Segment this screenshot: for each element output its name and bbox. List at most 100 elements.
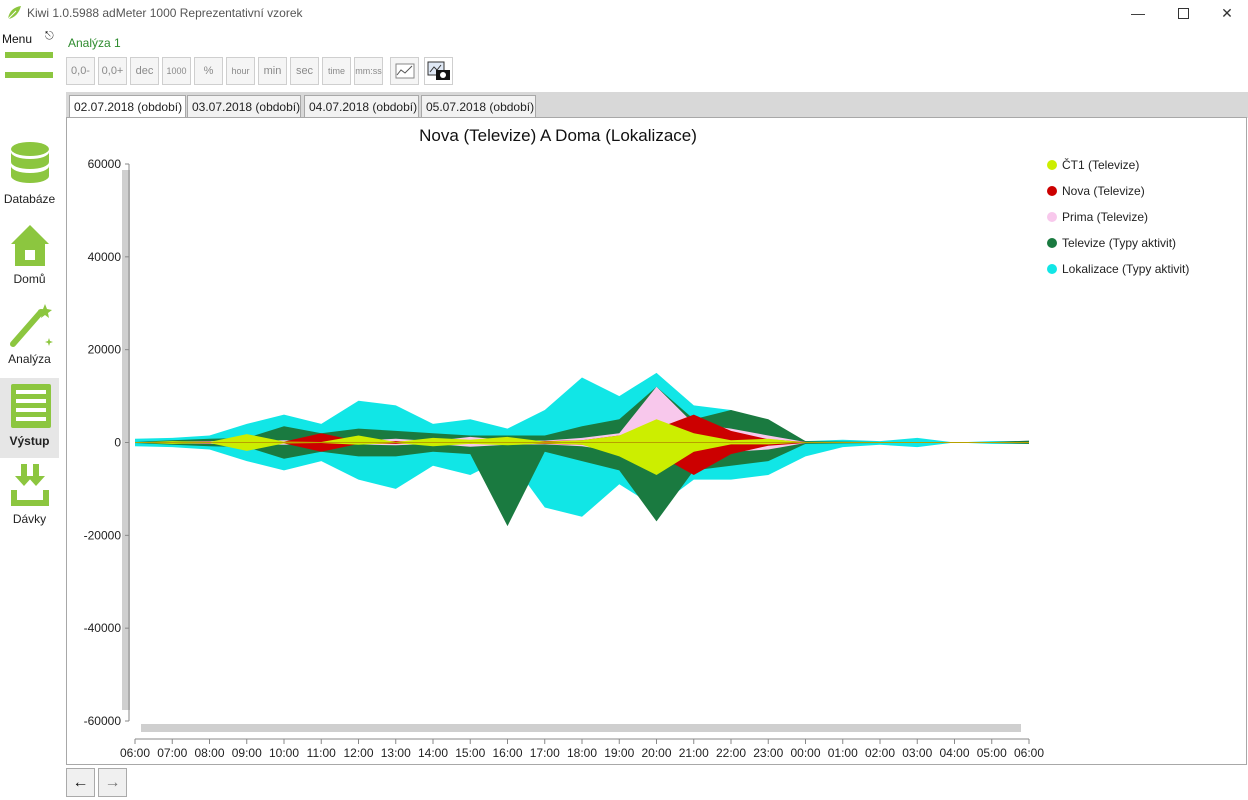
batch-download-icon: [10, 464, 49, 506]
window-title: Kiwi 1.0.5988 adMeter 1000 Reprezentativ…: [27, 6, 303, 20]
y-tick-label: 60000: [88, 157, 122, 171]
legend-label: Prima (Televize): [1062, 210, 1148, 224]
x-tick-label: 04:00: [939, 746, 969, 760]
arrow-right-icon: →: [104, 773, 121, 791]
format-decrease-decimals-button[interactable]: 0,0-: [66, 57, 95, 85]
x-tick-label: 09:00: [232, 746, 262, 760]
minimize-button[interactable]: —: [1115, 0, 1161, 26]
format-min-button[interactable]: min: [258, 57, 287, 85]
format-sec-button[interactable]: sec: [290, 57, 319, 85]
chart-settings-icon: [395, 63, 414, 79]
legend-marker: [1047, 238, 1057, 248]
x-tick-label: 12:00: [343, 746, 373, 760]
sidebar-item-databaze[interactable]: Databáze: [0, 140, 59, 220]
legend-label: Televize (Typy aktivit): [1062, 236, 1176, 250]
x-tick-label: 03:00: [902, 746, 932, 760]
sidebar-item-domu[interactable]: Domů: [0, 220, 59, 300]
y-tick-label: -20000: [84, 528, 122, 542]
tab-period-2[interactable]: 03.07.2018 (období): [187, 95, 301, 118]
x-tick-label: 18:00: [567, 746, 597, 760]
screenshot-button[interactable]: [424, 57, 453, 85]
tab-period-3[interactable]: 04.07.2018 (období): [304, 95, 419, 118]
forward-button[interactable]: →: [98, 768, 127, 797]
x-tick-label: 15:00: [455, 746, 485, 760]
x-tick-label: 06:00: [120, 746, 150, 760]
x-tick-label: 06:00: [1014, 746, 1044, 760]
maximize-button[interactable]: [1160, 0, 1206, 26]
y-tick-label: -40000: [84, 621, 122, 635]
chart-settings-button[interactable]: [390, 57, 419, 85]
close-icon: ✕: [1221, 4, 1233, 21]
legend-label: Lokalizace (Typy aktivit): [1062, 262, 1189, 276]
menu-label: Menu: [2, 32, 33, 46]
x-tick-label: 11:00: [307, 746, 336, 760]
sidebar-item-label: Databáze: [3, 192, 56, 206]
sidebar-item-label: Domů: [13, 272, 46, 286]
sidebar: Menu ⎋ Databáze Domů Analýza: [0, 26, 66, 800]
area-chart: Nova (Televize) A Doma (Lokalizace) 60000…: [84, 126, 1190, 760]
minimize-icon: —: [1131, 5, 1145, 21]
title-bar: Kiwi 1.0.5988 adMeter 1000 Reprezentativ…: [0, 0, 1248, 26]
camera-icon: [427, 61, 450, 80]
legend-marker: [1047, 186, 1057, 196]
x-tick-label: 14:00: [418, 746, 448, 760]
x-tick-label: 22:00: [716, 746, 746, 760]
format-decimal-button[interactable]: dec: [130, 57, 159, 85]
x-tick-label: 00:00: [790, 746, 820, 760]
x-tick-label: 07:00: [157, 746, 187, 760]
x-tick-label: 20:00: [641, 746, 671, 760]
y-tick-label: 0: [114, 436, 121, 450]
format-thousands-button[interactable]: 1000: [162, 57, 191, 85]
sidebar-item-label: Výstup: [9, 434, 50, 448]
horizontal-scrollbar[interactable]: [141, 724, 1021, 732]
sidebar-item-label: Dávky: [12, 512, 47, 526]
y-tick-label: 40000: [88, 250, 122, 264]
sidebar-item-label: Analýza: [8, 352, 51, 366]
x-tick-label: 08:00: [194, 746, 224, 760]
x-tick-label: 16:00: [492, 746, 522, 760]
x-tick-label: 10:00: [269, 746, 299, 760]
close-button[interactable]: ✕: [1204, 0, 1248, 26]
format-percent-button[interactable]: %: [194, 57, 223, 85]
home-icon: [10, 225, 49, 266]
tab-period-1[interactable]: 02.07.2018 (období): [69, 95, 186, 118]
y-tick-label: 20000: [88, 343, 122, 357]
analysis-title[interactable]: Analýza 1: [68, 36, 121, 50]
vertical-scrollbar[interactable]: [122, 170, 130, 710]
legend-marker: [1047, 212, 1057, 222]
magic-wand-icon: [9, 304, 53, 347]
y-tick-label: -60000: [84, 714, 122, 728]
maximize-icon: [1177, 7, 1189, 19]
x-tick-label: 21:00: [679, 746, 709, 760]
sidebar-item-vystup[interactable]: Výstup: [0, 378, 59, 458]
output-table-icon: [10, 384, 51, 428]
sidebar-item-davky[interactable]: Dávky: [0, 460, 59, 540]
x-tick-label: 23:00: [753, 746, 783, 760]
format-time-button[interactable]: time: [322, 57, 351, 85]
hamburger-menu-button[interactable]: [5, 52, 53, 100]
legend-marker: [1047, 264, 1057, 274]
chart-title: Nova (Televize) A Doma (Lokalizace): [419, 126, 697, 145]
back-button[interactable]: ←: [66, 768, 95, 797]
sidebar-item-analyza[interactable]: Analýza: [0, 300, 59, 380]
x-tick-label: 01:00: [828, 746, 858, 760]
pin-icon[interactable]: ⎋: [45, 30, 54, 42]
x-tick-label: 17:00: [530, 746, 560, 760]
x-tick-label: 05:00: [977, 746, 1007, 760]
database-icon: [10, 142, 49, 183]
format-mmss-button[interactable]: mm:ss: [354, 57, 383, 85]
x-tick-label: 13:00: [381, 746, 411, 760]
format-hour-button[interactable]: hour: [226, 57, 255, 85]
legend-label: Nova (Televize): [1062, 184, 1145, 198]
legend-label: ČT1 (Televize): [1062, 157, 1139, 172]
x-tick-label: 02:00: [865, 746, 895, 760]
kiwi-leaf-icon: [7, 6, 21, 20]
format-increase-decimals-button[interactable]: 0,0+: [98, 57, 127, 85]
arrow-left-icon: ←: [72, 773, 89, 791]
series-area: [135, 386, 1029, 527]
chart-panel: Nova (Televize) A Doma (Lokalizace) 60000…: [66, 117, 1247, 765]
legend-marker: [1047, 160, 1057, 170]
period-tabs: 02.07.2018 (období) 03.07.2018 (období) …: [66, 92, 1248, 118]
x-tick-label: 19:00: [604, 746, 634, 760]
tab-period-4[interactable]: 05.07.2018 (období): [421, 95, 536, 118]
